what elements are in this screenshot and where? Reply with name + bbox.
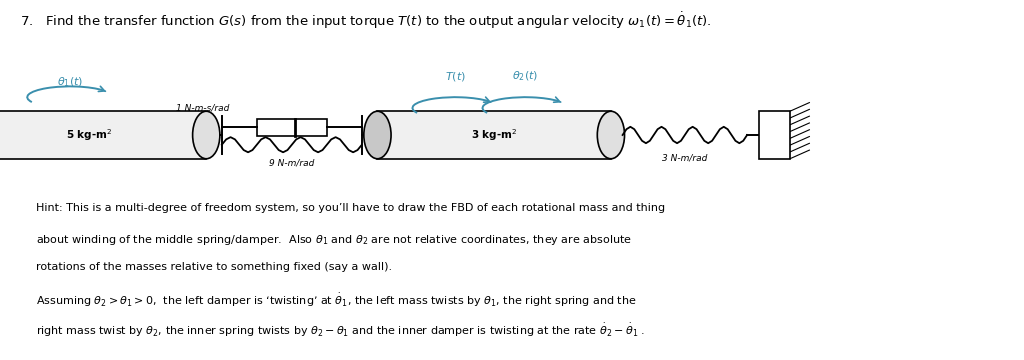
Text: 9 N-m/rad: 9 N-m/rad (269, 159, 314, 168)
Bar (378, 111, 611, 159)
Text: 1 N-m-s/rad: 1 N-m-s/rad (176, 103, 229, 112)
Text: rotations of the masses relative to something fixed (say a wall).: rotations of the masses relative to some… (36, 262, 392, 273)
Text: right mass twist by $\theta_2$, the inner spring twists by $\theta_2 - \theta_1$: right mass twist by $\theta_2$, the inne… (36, 321, 645, 339)
Text: Assuming $\theta_2 > \theta_1 > 0$,  the left damper is ‘twisting’ at $\dot{\the: Assuming $\theta_2 > \theta_1 > 0$, the … (36, 292, 637, 309)
Ellipse shape (364, 111, 391, 159)
Text: Hint: This is a multi-degree of freedom system, so you’ll have to draw the FBD o: Hint: This is a multi-degree of freedom … (36, 203, 665, 213)
Ellipse shape (193, 111, 220, 159)
Bar (0, 111, 206, 159)
Text: $\theta_2(t)$: $\theta_2(t)$ (512, 69, 539, 83)
Text: 3 kg-m$^2$: 3 kg-m$^2$ (471, 127, 517, 143)
Text: about winding of the middle spring/damper.  Also $\theta_1$ and $\theta_2$ are n: about winding of the middle spring/dampe… (36, 233, 632, 247)
Text: 7.   Find the transfer function $G(s)$ from the input torque $T(t)$ to the outpu: 7. Find the transfer function $G(s)$ fro… (20, 11, 712, 31)
Bar (257, 119, 327, 136)
Bar (759, 111, 790, 159)
Text: 3 N-m/rad: 3 N-m/rad (663, 153, 708, 162)
Ellipse shape (597, 111, 625, 159)
Text: 5 kg-m$^2$: 5 kg-m$^2$ (67, 127, 113, 143)
Text: $T(t)$: $T(t)$ (444, 70, 466, 83)
Text: $\theta_1(t)$: $\theta_1(t)$ (57, 75, 83, 89)
